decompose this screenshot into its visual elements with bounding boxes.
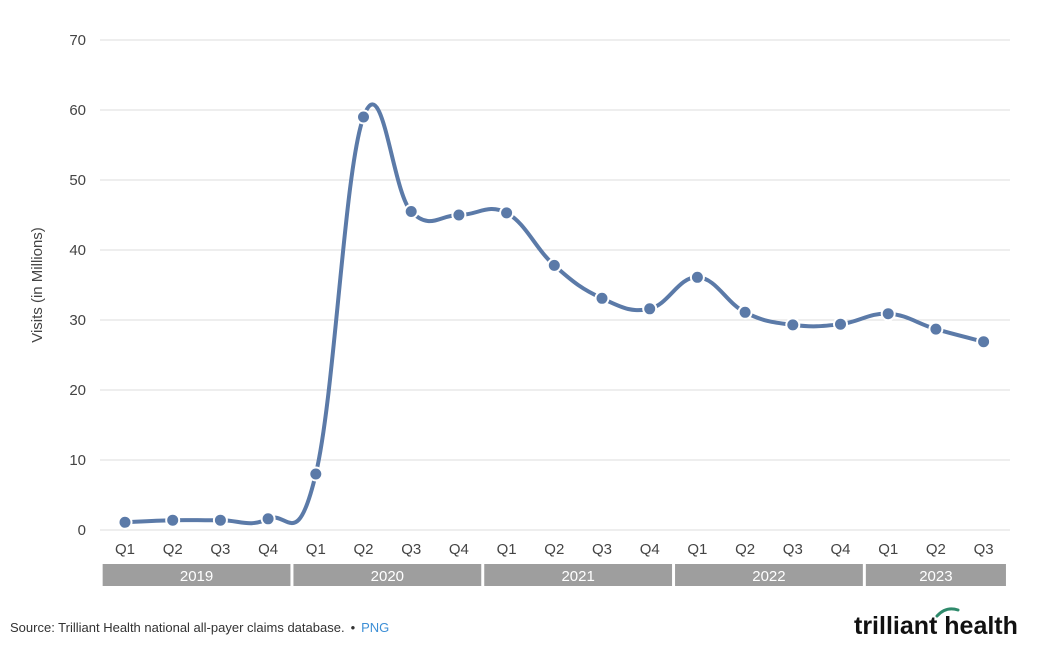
data-point [117, 514, 133, 530]
data-point [976, 334, 992, 350]
x-tick-label: Q1 [306, 541, 326, 558]
year-band [675, 564, 863, 586]
x-tick-label: Q2 [926, 541, 946, 558]
year-label: 2020 [371, 568, 404, 585]
source-note: Source: Trilliant Health national all-pa… [10, 620, 345, 635]
y-tick-label: 20 [69, 382, 86, 399]
data-point [308, 466, 324, 482]
data-point [212, 512, 228, 528]
data-point [928, 321, 944, 337]
data-point [594, 290, 610, 306]
y-tick-label: 0 [78, 522, 86, 539]
data-point [642, 301, 658, 317]
year-label: 2023 [919, 568, 952, 585]
data-point [403, 204, 419, 219]
x-tick-label: Q2 [163, 541, 183, 558]
x-tick-label: Q3 [974, 541, 994, 558]
png-link[interactable]: PNG [361, 620, 390, 635]
x-tick-label: Q2 [353, 541, 373, 558]
x-tick-label: Q1 [115, 541, 135, 558]
data-points [117, 109, 992, 530]
data-point [880, 306, 896, 322]
y-axis-label: Visits (in Millions) [29, 227, 46, 343]
year-bands: 2019 2020 2021 2022 2023 [102, 564, 1006, 586]
x-tick-label: Q1 [878, 541, 898, 558]
logo-mark-icon: trilliant health [854, 607, 1018, 640]
data-point [165, 512, 181, 528]
x-tick-label: Q3 [592, 541, 612, 558]
year-label: 2022 [752, 568, 785, 585]
separator: • [350, 620, 356, 635]
data-point [451, 207, 467, 223]
y-tick-label: 60 [69, 102, 86, 119]
year-band [293, 564, 482, 586]
x-tick-label: Q2 [735, 541, 755, 558]
gridlines [100, 39, 1010, 531]
x-tick-label: Q1 [687, 541, 707, 558]
y-tick-label: 50 [69, 172, 86, 189]
year-band [865, 564, 1006, 586]
data-point [546, 257, 562, 273]
year-band [484, 564, 673, 586]
data-point [260, 511, 276, 527]
year-label: 2019 [180, 568, 213, 585]
x-tick-label: Q4 [640, 541, 660, 558]
y-tick-label: 10 [69, 452, 86, 469]
year-label: 2021 [561, 568, 594, 585]
x-tick-label: Q3 [210, 541, 230, 558]
x-tick-label: Q2 [544, 541, 564, 558]
data-point [356, 109, 371, 125]
data-point [689, 269, 705, 285]
data-point [499, 205, 515, 221]
x-tick-label: Q4 [830, 541, 850, 558]
x-tick-label: Q1 [497, 541, 517, 558]
data-point [833, 316, 848, 332]
logo-text: trilliant health [854, 612, 1018, 640]
x-tick-label: Q3 [401, 541, 421, 558]
y-tick-label: 40 [69, 242, 86, 259]
y-axis-ticks: 0 10 20 30 40 50 60 70 [69, 32, 86, 539]
trilliant-health-logo: trilliant health [854, 604, 1034, 644]
data-point [737, 304, 753, 320]
x-tick-label: Q4 [449, 541, 469, 558]
year-band [102, 564, 291, 586]
x-tick-label: Q4 [258, 541, 278, 558]
x-axis-ticks: Q1 Q2 Q3 Q4 Q1 Q2 Q3 Q4 Q1 Q2 Q3 Q4 Q1 Q2 Q3 Q4 Q1 Q2 Q3 [115, 541, 994, 558]
y-tick-label: 70 [69, 32, 86, 49]
footer: Source: Trilliant Health national all-pa… [10, 620, 389, 635]
y-tick-label: 30 [69, 312, 86, 329]
x-tick-label: Q3 [783, 541, 803, 558]
data-point [785, 317, 801, 333]
